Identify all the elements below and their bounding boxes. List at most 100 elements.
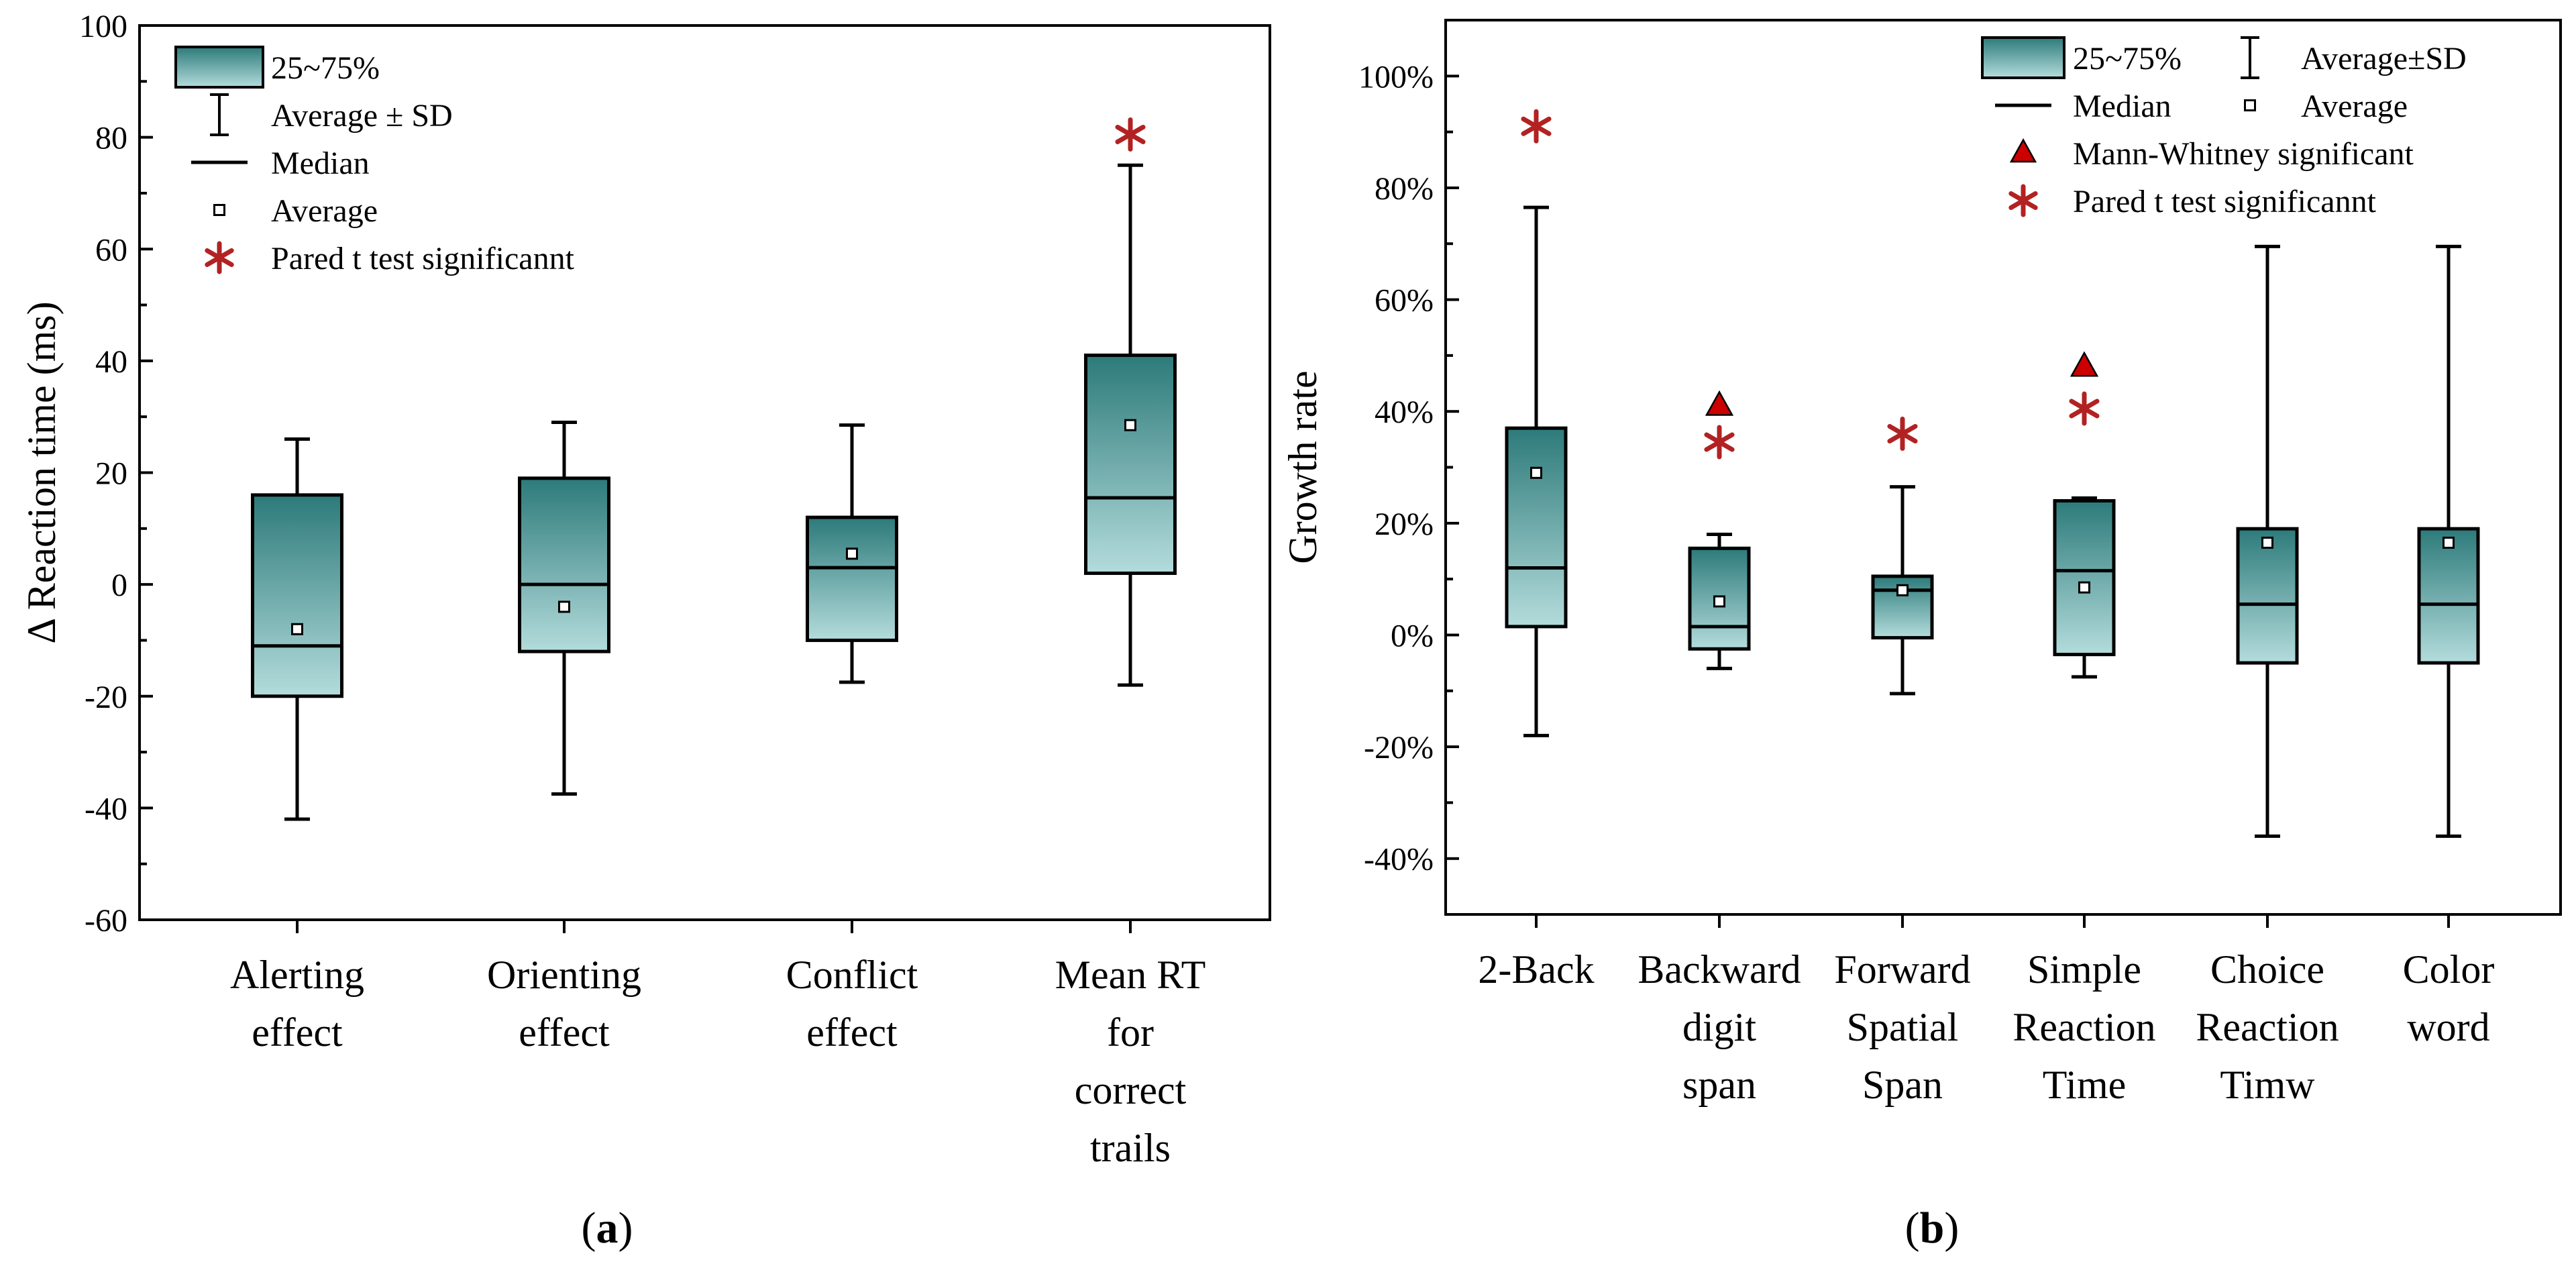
x-tick-label-line: span (1682, 1063, 1756, 1107)
legend-label: Median (2073, 89, 2171, 124)
y-axis-label: Growth rate (1281, 370, 1325, 564)
legend-label: Average ± SD (271, 98, 453, 134)
box-mean (1530, 466, 1542, 479)
x-tick-label: Mean RT for correct trails (1055, 953, 1206, 1170)
x-tick-label-line: Span (1862, 1063, 1943, 1107)
x-tick-label-line: Reaction (2196, 1005, 2339, 1049)
legend-label: Mann-Whitney significant (2073, 136, 2414, 172)
x-tick-label-line: digit (1682, 1005, 1756, 1049)
box-group (1084, 163, 1177, 687)
legend-label: 25~75% (2073, 41, 2182, 76)
y-tick-label: -20 (85, 680, 127, 715)
legend-label: Average (2301, 89, 2408, 124)
x-tick-label-line: for (1107, 1010, 1154, 1055)
box-group (1688, 532, 1751, 670)
box-iqr (2053, 498, 2116, 657)
box-iqr (1505, 426, 1568, 629)
box-iqr (2417, 527, 2480, 665)
legend-label: Average (271, 193, 378, 229)
significance-star (1521, 109, 1552, 144)
x-tick-label: Simple Reaction Time (2012, 947, 2155, 1107)
y-tick-label: 0 (111, 568, 127, 603)
significance-star (1115, 117, 1146, 152)
x-tick-label-line: Orienting (487, 953, 641, 997)
panel-label-part: ) (1944, 1204, 1959, 1253)
panel-label-part: b (1920, 1204, 1945, 1253)
significance-star (1887, 417, 1918, 452)
box-iqr (2236, 527, 2299, 665)
box-group (2417, 244, 2480, 838)
legend-label: Median (271, 146, 370, 181)
significance-star-arm (1704, 432, 1735, 452)
x-tick-label-line: Color (2403, 947, 2495, 992)
box-iqr (251, 493, 343, 698)
panel-label-part: ( (1905, 1204, 1920, 1253)
box-group (806, 423, 898, 684)
box-mean (846, 547, 858, 560)
box-mean (2443, 536, 2455, 549)
significance-star-arm (1887, 424, 1918, 444)
legend-box-swatch (1981, 36, 2065, 79)
y-tick-label: 100 (79, 9, 127, 44)
panel-label: (a) (582, 1204, 633, 1253)
legend-label: Pared t test significannt (271, 241, 575, 276)
y-axis-label: Δ Reaction time (ms) (19, 301, 64, 643)
box-group (2053, 496, 2116, 679)
legend-average-square (213, 204, 225, 216)
legend-triangle (2009, 138, 2037, 163)
panel-label: (b) (1905, 1204, 1960, 1253)
legend-average-square (2244, 99, 2256, 111)
box-iqr (518, 476, 610, 653)
panel-a: -60 -40 -20 0 20 40 60 80 100 Δ Reaction time (ms… (19, 9, 1271, 1253)
x-tick-label-line: Time (2043, 1063, 2127, 1107)
box-mean (1124, 419, 1136, 431)
legend-label: 25~75% (271, 50, 380, 86)
x-tick-label-line: Spatial (1847, 1005, 1959, 1049)
x-tick-label-line: Simple (2027, 947, 2141, 992)
x-tick-label-line: effect (252, 1010, 343, 1055)
box-iqr (1084, 354, 1177, 575)
legend: 25~75% Average±SD Median Average Mann-Whitne… (1981, 36, 2467, 219)
panel-b: -40% -20% 0% 20% 40% 60% 80% 100% Growth rate 2-B… (1281, 19, 2562, 1253)
box-group (251, 437, 343, 821)
panel-label-part: ( (582, 1204, 596, 1253)
x-tick-label-line: Backward (1638, 947, 1801, 992)
x-tick-label: Alerting effect (230, 953, 364, 1055)
legend-star (205, 241, 234, 274)
box-group (1871, 485, 1934, 696)
y-tick-label: 60 (95, 232, 127, 268)
box-iqr (806, 515, 898, 642)
box-mean (2261, 536, 2273, 549)
x-tick-label-line: Conflict (786, 953, 918, 997)
box-group (2236, 244, 2299, 838)
legend: 25~75% Average ± SD Median Average Pared t t… (174, 46, 575, 276)
x-tick-label-line: Reaction (2012, 1005, 2155, 1049)
x-tick-label: Backward digit span (1638, 947, 1801, 1107)
significance-star (1704, 425, 1735, 460)
legend-star-arm (205, 248, 234, 267)
y-tick-label: 100% (1358, 59, 1434, 95)
x-tick-label-line: effect (806, 1010, 898, 1055)
x-tick-label-line: Choice (2210, 947, 2324, 992)
panel-label-part: a (596, 1204, 619, 1253)
x-tick-label: Forward Spatial Span (1834, 947, 1970, 1107)
box-group (518, 421, 610, 796)
x-tick-label-line: correct (1075, 1068, 1187, 1112)
x-tick-label-line: Forward (1834, 947, 1970, 992)
significance-triangle (1705, 390, 1734, 416)
y-tick-label: -40% (1364, 842, 1434, 878)
significance-triangle (2070, 351, 2099, 377)
y-tick-label: 40 (95, 344, 127, 380)
x-tick-label-line: Alerting (230, 953, 364, 997)
significance-star-arm (2069, 399, 2100, 419)
legend-box-swatch (174, 46, 264, 89)
significance-star (2069, 391, 2100, 426)
y-tick-label: -20% (1364, 730, 1434, 765)
legend-label: Average±SD (2301, 41, 2467, 76)
box-mean (1896, 584, 1909, 596)
x-tick-label-line: effect (519, 1010, 610, 1055)
box-mean (558, 600, 570, 613)
x-tick-label: Conflict effect (786, 953, 918, 1055)
significance-star-arm (1521, 116, 1552, 136)
